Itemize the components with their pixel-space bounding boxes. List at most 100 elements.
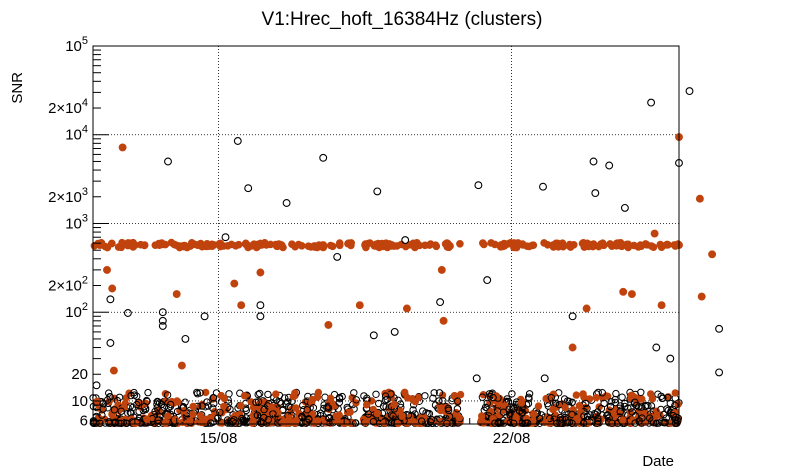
y-axis-label: SNR — [9, 72, 26, 104]
band-point — [421, 392, 429, 400]
band-point — [260, 405, 268, 414]
band-point — [179, 404, 188, 412]
band-point — [352, 419, 360, 427]
band-point — [383, 395, 391, 404]
band-point — [660, 418, 668, 427]
open-data-point — [666, 354, 675, 363]
x-tick-label: 22/08 — [493, 430, 531, 447]
band-point — [456, 390, 465, 399]
data-points — [92, 87, 724, 390]
band-point — [561, 403, 569, 412]
y-tick-label: 2×103 — [48, 186, 88, 206]
band-point — [611, 398, 619, 407]
band-point — [276, 398, 284, 406]
filled-data-point — [619, 287, 628, 296]
band-point — [266, 417, 274, 425]
band-point — [455, 414, 463, 422]
band-point — [575, 402, 584, 410]
band-point — [547, 394, 555, 402]
band-point — [647, 402, 656, 410]
band-point — [671, 401, 679, 410]
plateau-point — [656, 241, 665, 249]
band-point — [453, 405, 462, 413]
open-data-point — [158, 308, 167, 317]
y-tick-label: 10 — [71, 393, 88, 410]
filled-data-point — [497, 241, 506, 250]
band-point — [291, 417, 300, 426]
filled-data-point — [444, 241, 453, 250]
band-point — [231, 411, 240, 420]
band-point — [242, 414, 251, 422]
band-point — [546, 414, 554, 423]
band-point — [411, 397, 419, 406]
filled-data-point — [319, 241, 328, 250]
band-point — [572, 391, 580, 399]
band-point — [154, 416, 162, 424]
band-point — [216, 408, 224, 416]
band-point — [517, 399, 526, 407]
band-point — [494, 418, 502, 427]
band-point — [616, 402, 625, 410]
plateau-point — [179, 241, 188, 250]
band-point — [204, 402, 212, 410]
band-point — [264, 416, 272, 424]
band-point — [503, 395, 511, 403]
plateau-point — [210, 241, 218, 249]
x-tick-label: 15/08 — [200, 430, 238, 447]
band-point — [403, 394, 412, 402]
band-point — [252, 398, 260, 406]
band-point — [363, 401, 371, 409]
band-point — [583, 404, 591, 413]
filled-data-point — [118, 143, 127, 152]
band-point — [600, 399, 608, 408]
open-data-point — [256, 301, 265, 310]
dense-point-bands — [89, 238, 683, 427]
band-point — [335, 398, 343, 407]
axis-ticks — [92, 45, 680, 424]
band-point — [394, 396, 402, 404]
open-data-point — [106, 295, 115, 304]
band-point — [174, 398, 182, 406]
open-data-point — [620, 203, 629, 212]
plateau-point — [260, 239, 269, 247]
band-point — [99, 399, 107, 408]
band-point — [153, 404, 161, 412]
band-point — [314, 388, 323, 397]
y-tick-labels: 6 10 20 102 2×102 103 2×103 104 2×104 105 — [48, 35, 88, 430]
plateau-point — [140, 241, 149, 249]
band-point — [110, 406, 119, 414]
band-point — [478, 412, 486, 420]
band-point — [480, 419, 488, 427]
band-point — [154, 419, 163, 427]
plateau-point — [304, 242, 313, 250]
band-point — [285, 414, 293, 422]
open-data-point — [256, 312, 265, 321]
band-point — [481, 403, 490, 411]
open-data-point — [373, 187, 382, 196]
band-point — [430, 389, 438, 397]
band-point — [260, 413, 268, 422]
filled-data-point — [695, 194, 704, 203]
band-point — [612, 389, 620, 398]
plateau-point — [335, 239, 344, 247]
filled-data-point — [172, 290, 181, 299]
band-point — [189, 402, 197, 411]
band-point — [324, 404, 333, 412]
filled-data-point — [413, 241, 422, 250]
band-point — [133, 400, 141, 409]
filled-data-point — [177, 361, 186, 370]
band-point — [124, 409, 132, 417]
band-point — [394, 419, 402, 427]
open-data-point — [474, 181, 483, 190]
open-data-point — [233, 137, 242, 145]
band-point — [111, 419, 119, 427]
band-point — [161, 419, 169, 427]
band-point — [557, 419, 566, 427]
band-point — [565, 418, 573, 426]
open-data-point — [591, 189, 600, 198]
band-point — [540, 418, 549, 426]
band-point — [534, 402, 543, 410]
filled-data-point — [437, 265, 446, 274]
band-point — [189, 410, 197, 418]
